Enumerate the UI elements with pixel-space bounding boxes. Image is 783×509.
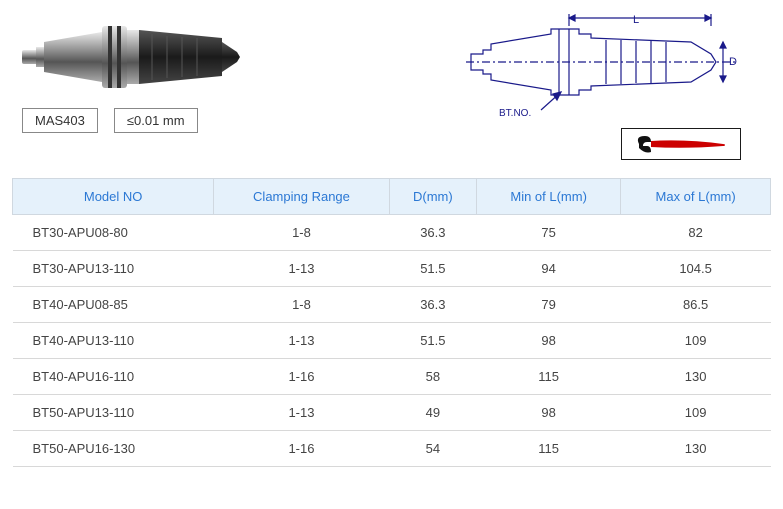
standard-badge: MAS403 — [22, 108, 98, 133]
table-cell: 115 — [477, 431, 621, 467]
table-cell: 115 — [477, 359, 621, 395]
right-column: L D BT.NO. — [282, 12, 771, 160]
table-row: BT40-APU13-1101-1351.598109 — [13, 323, 771, 359]
table-cell: BT40-APU16-110 — [13, 359, 214, 395]
table-cell: 1-13 — [214, 323, 389, 359]
table-cell: 54 — [389, 431, 476, 467]
table-cell: 36.3 — [389, 287, 476, 323]
table-cell: 82 — [621, 215, 771, 251]
table-cell: 75 — [477, 215, 621, 251]
table-cell: BT40-APU13-110 — [13, 323, 214, 359]
table-cell: 1-13 — [214, 251, 389, 287]
table-cell: 51.5 — [389, 251, 476, 287]
tolerance-badge: ≤0.01 mm — [114, 108, 198, 133]
table-cell: 86.5 — [621, 287, 771, 323]
badge-row: MAS403 ≤0.01 mm — [22, 108, 242, 133]
table-cell: 1-16 — [214, 431, 389, 467]
table-cell: BT50-APU13-110 — [13, 395, 214, 431]
column-header: Clamping Range — [214, 179, 389, 215]
table-cell: 1-13 — [214, 395, 389, 431]
table-row: BT30-APU13-1101-1351.594104.5 — [13, 251, 771, 287]
table-cell: 49 — [389, 395, 476, 431]
column-header: D(mm) — [389, 179, 476, 215]
table-cell: 51.5 — [389, 323, 476, 359]
wrench-icon-box — [621, 128, 741, 160]
table-cell: 94 — [477, 251, 621, 287]
d-label: D — [729, 56, 737, 68]
column-header: Min of L(mm) — [477, 179, 621, 215]
table-row: BT30-APU08-801-836.37582 — [13, 215, 771, 251]
l-label: L — [633, 14, 639, 26]
table-body: BT30-APU08-801-836.37582BT30-APU13-1101-… — [13, 215, 771, 467]
table-cell: BT40-APU08-85 — [13, 287, 214, 323]
table-cell: BT50-APU16-130 — [13, 431, 214, 467]
table-cell: BT30-APU08-80 — [13, 215, 214, 251]
table-cell: 109 — [621, 395, 771, 431]
left-column: MAS403 ≤0.01 mm — [22, 12, 242, 160]
column-header: Max of L(mm) — [621, 179, 771, 215]
table-row: BT40-APU08-851-836.37986.5 — [13, 287, 771, 323]
table-row: BT50-APU13-1101-134998109 — [13, 395, 771, 431]
table-row: BT50-APU16-1301-1654115130 — [13, 431, 771, 467]
table-cell: 130 — [621, 431, 771, 467]
spec-table: Model NOClamping RangeD(mm)Min of L(mm)M… — [12, 178, 771, 467]
table-cell: 98 — [477, 323, 621, 359]
btno-label: BT.NO. — [499, 108, 531, 119]
table-cell: 109 — [621, 323, 771, 359]
product-photo — [22, 12, 242, 102]
table-cell: 36.3 — [389, 215, 476, 251]
table-cell: 79 — [477, 287, 621, 323]
table-cell: 130 — [621, 359, 771, 395]
top-section: MAS403 ≤0.01 mm — [12, 12, 771, 160]
table-cell: 1-8 — [214, 215, 389, 251]
table-cell: 1-16 — [214, 359, 389, 395]
technical-diagram: L D BT.NO. — [461, 12, 741, 122]
column-header: Model NO — [13, 179, 214, 215]
wrench-icon — [631, 132, 731, 156]
table-cell: 98 — [477, 395, 621, 431]
table-cell: 104.5 — [621, 251, 771, 287]
table-header: Model NOClamping RangeD(mm)Min of L(mm)M… — [13, 179, 771, 215]
table-cell: BT30-APU13-110 — [13, 251, 214, 287]
table-cell: 1-8 — [214, 287, 389, 323]
table-row: BT40-APU16-1101-1658115130 — [13, 359, 771, 395]
table-cell: 58 — [389, 359, 476, 395]
